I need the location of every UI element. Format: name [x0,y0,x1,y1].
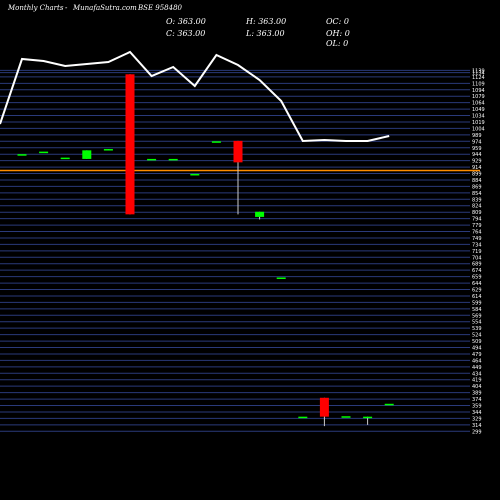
price-tick-label: 569 [472,313,482,319]
price-tick-label: 599 [472,300,482,306]
open-low-change: OL: 0 [326,39,349,48]
price-tick-label: 914 [472,165,482,171]
overlay-line [0,50,390,143]
price-tick-label: 1094 [472,88,485,94]
price-tick-label: 464 [472,358,482,364]
price-tick-label: 899 [472,172,482,178]
price-tick-label: 299 [472,429,482,435]
candles-layer [17,74,394,427]
open-close-change: OC: 0 [326,17,350,26]
price-tick-label: 839 [472,197,482,203]
price-tick-label: 494 [472,346,482,352]
price-tick-label: 404 [472,384,482,390]
symbol-label: BSE 958480 [138,4,182,12]
price-tick-label: 509 [472,339,482,345]
price-axis: 1139113411241109109410791064104910341019… [472,68,485,435]
candle-body [168,158,178,161]
price-tick-label: 584 [472,307,482,313]
overlay-line-layer [0,50,390,143]
price-tick-label: 524 [472,333,482,339]
price-tick-label: 1139 [472,68,485,74]
price-tick-label: 314 [472,423,482,429]
price-tick-label: 449 [472,365,482,371]
high-value: H: 363.00 [246,17,287,26]
candle-body [60,157,70,160]
close-value: C: 363.00 [166,29,206,38]
candle-body [39,151,49,154]
candle-body [82,150,92,159]
price-tick-label: 1034 [472,114,485,120]
price-tick-label: 374 [472,397,482,403]
price-tick-label: 974 [472,139,482,145]
price-grid [0,69,470,432]
open-value: O: 363.00 [166,17,206,26]
candle-body [298,416,308,419]
header-separator: - [65,4,68,12]
price-tick-label: 419 [472,378,482,384]
candle-body [125,74,135,215]
price-tick-label: 719 [472,249,482,255]
price-tick-label: 764 [472,230,482,236]
candle-body [276,277,286,279]
price-tick-label: 779 [472,223,482,229]
site-name: MunafaSutra.com [73,4,137,12]
price-tick-label: 1124 [472,75,485,81]
candle-body [255,211,265,217]
price-tick-label: 734 [472,242,482,248]
price-tick-label: 1019 [472,120,485,126]
price-tick-label: 434 [472,371,482,377]
price-tick-label: 929 [472,159,482,165]
price-tick-label: 704 [472,255,482,261]
price-tick-label: 959 [472,146,482,152]
price-tick-label: 359 [472,404,482,410]
price-tick-label: 479 [472,352,482,358]
price-tick-label: 344 [472,410,482,416]
price-tick-label: 629 [472,288,482,294]
candle-body [363,416,373,419]
candle-body [384,403,394,406]
price-tick-label: 809 [472,210,482,216]
price-tick-label: 1049 [472,107,485,113]
price-tick-label: 389 [472,391,482,397]
price-tick-label: 869 [472,184,482,190]
price-tick-label: 944 [472,152,482,158]
price-tick-label: 1064 [472,101,485,107]
price-tick-label: 749 [472,236,482,242]
price-tick-label: 614 [472,294,482,300]
candle-body [211,141,221,143]
price-tick-label: 1079 [472,94,485,100]
candle-body [341,416,351,418]
price-tick-label: 824 [472,204,482,210]
candle-body [190,173,200,176]
price-tick-label: 884 [472,178,482,184]
price-tick-label: 1109 [472,81,485,87]
price-tick-label: 674 [472,268,482,274]
open-high-change: OH: 0 [326,29,350,38]
price-tick-label: 554 [472,320,482,326]
candle-body [17,154,27,156]
candle-body [319,397,329,417]
chart-brand: Monthly Charts [8,4,64,12]
price-tick-label: 1134 [472,71,485,77]
price-tick-label: 644 [472,281,482,287]
price-tick-label: 794 [472,217,482,223]
price-tick-label: 689 [472,262,482,268]
price-tick-label: 1004 [472,126,485,132]
candle-body [103,149,113,151]
price-tick-label: 659 [472,275,482,281]
price-tick-label: 854 [472,191,482,197]
price-tick-label: 989 [472,133,482,139]
candle-body [233,140,243,163]
low-value: L: 363.00 [246,29,285,38]
candle-body [147,158,157,161]
price-tick-label: 539 [472,326,482,332]
price-tick-label: 329 [472,416,482,422]
